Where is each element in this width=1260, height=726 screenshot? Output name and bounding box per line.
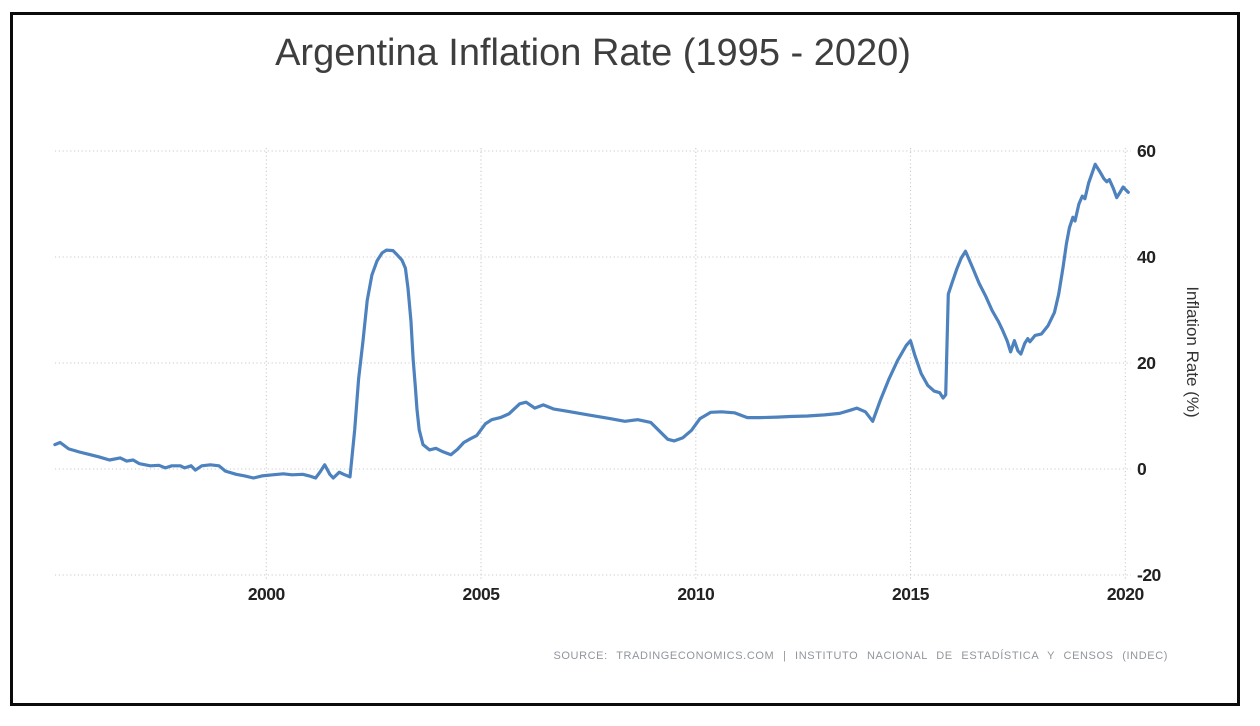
y-tick-label: -20 (1137, 565, 1162, 585)
y-tick-label: 60 (1137, 141, 1156, 161)
chart-title: Argentina Inflation Rate (1995 - 2020) (275, 32, 911, 74)
x-tick-label: 2005 (463, 584, 501, 604)
y-axis-title: Inflation Rate (%) (1183, 286, 1202, 418)
chart-frame (10, 12, 1240, 706)
y-tick-label: 40 (1137, 247, 1156, 267)
x-tick-label: 2000 (248, 584, 286, 604)
y-tick-label: 0 (1137, 459, 1147, 479)
x-tick-label: 2015 (892, 584, 930, 604)
inflation-rate-line (53, 162, 1130, 480)
x-tick-label: 2020 (1107, 584, 1145, 604)
source-attribution: SOURCE: TRADINGECONOMICS.COM | INSTITUTO… (553, 650, 1168, 662)
x-tick-label: 2010 (677, 584, 715, 604)
y-tick-label: 20 (1137, 353, 1156, 373)
